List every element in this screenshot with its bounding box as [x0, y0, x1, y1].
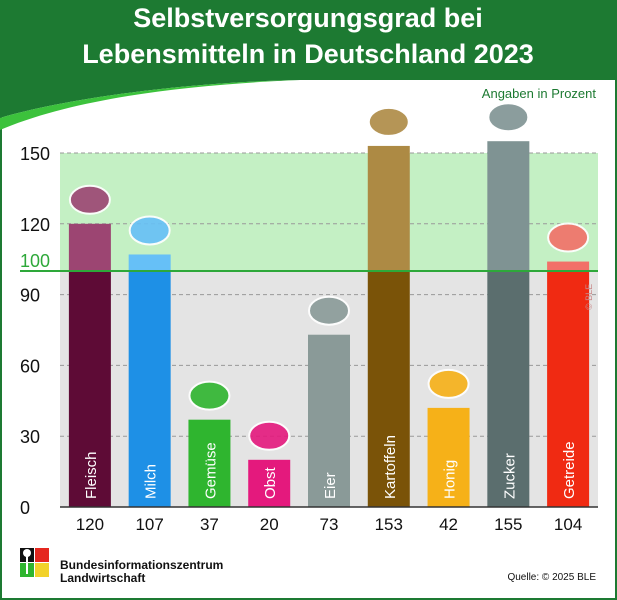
vegetables-icon — [188, 380, 231, 411]
title-line-2: Lebensmitteln in Deutschland 2023 — [82, 39, 534, 69]
value-label: 42 — [439, 515, 458, 534]
icon-shape — [248, 420, 291, 451]
value-label: 153 — [375, 515, 403, 534]
unit-note: Angaben in Prozent — [482, 86, 597, 101]
category-label: Gemüse — [202, 442, 219, 499]
grain-icon — [547, 222, 590, 253]
value-label: 37 — [200, 515, 219, 534]
icon-shape — [427, 368, 470, 399]
category-label: Honig — [442, 460, 459, 499]
icon-shape — [188, 380, 231, 411]
fruit-icon — [248, 420, 291, 451]
bar-zucker — [487, 271, 530, 507]
value-label: 20 — [260, 515, 279, 534]
y-tick-label: 120 — [20, 215, 50, 235]
y-tick-label: 150 — [20, 144, 50, 164]
y-tick-label: 0 — [20, 498, 30, 518]
org-name-line-1: Bundesinformationszentrum — [60, 558, 223, 572]
milk-bottles-icon — [128, 215, 171, 246]
icon-shape — [487, 102, 530, 133]
bar-milch — [128, 271, 171, 507]
value-label: 73 — [320, 515, 339, 534]
y-tick-label: 90 — [20, 286, 40, 306]
eggs-icon — [308, 295, 350, 326]
category-label: Fleisch — [83, 451, 100, 499]
meat-icon — [68, 184, 111, 215]
bar-above-100-fleisch — [68, 223, 111, 271]
icon-shape — [547, 222, 590, 253]
y-tick-label: 60 — [20, 356, 40, 376]
reference-line-label: 100 — [20, 251, 50, 271]
sugar-cubes-icon — [487, 102, 530, 133]
title-line-1: Selbstversorgungsgrad bei — [133, 3, 483, 33]
bar-above-100-kartoffeln — [367, 145, 410, 271]
source-note: Quelle: © 2025 BLE — [507, 572, 596, 583]
org-name-line-2: Landwirtschaft — [60, 571, 145, 585]
category-label: Getreide — [561, 441, 578, 499]
bar-above-100-getreide — [547, 261, 590, 271]
bar-gemüse — [188, 419, 231, 507]
bar-obst — [248, 459, 291, 507]
bar-fleisch — [68, 271, 111, 507]
icon-shape — [68, 184, 111, 215]
bar-above-100-zucker — [487, 141, 530, 271]
bar-getreide — [547, 271, 590, 507]
header-band — [0, 0, 617, 118]
value-label: 107 — [135, 515, 163, 534]
category-label: Zucker — [501, 453, 518, 499]
bar-honig — [427, 407, 470, 507]
header-swoosh — [0, 80, 300, 130]
category-label: Kartoffeln — [382, 435, 399, 499]
bar-kartoffeln — [367, 271, 410, 507]
value-label: 155 — [494, 515, 522, 534]
value-label: 120 — [76, 515, 104, 534]
icon-shape — [128, 215, 171, 246]
icon-shape — [308, 295, 350, 326]
y-tick-label: 30 — [20, 427, 40, 447]
honeycomb-icon — [427, 368, 470, 399]
bar-above-100-milch — [128, 254, 171, 271]
value-label: 104 — [554, 515, 582, 534]
ble-logo — [20, 548, 49, 577]
category-label: Eier — [322, 472, 339, 499]
category-label: Milch — [143, 464, 160, 499]
category-label: Obst — [262, 466, 279, 499]
bar-eier — [308, 334, 350, 507]
icon-shape — [367, 106, 410, 137]
copyright-vertical: © BLE — [584, 284, 594, 310]
potatoes-icon — [367, 106, 410, 137]
